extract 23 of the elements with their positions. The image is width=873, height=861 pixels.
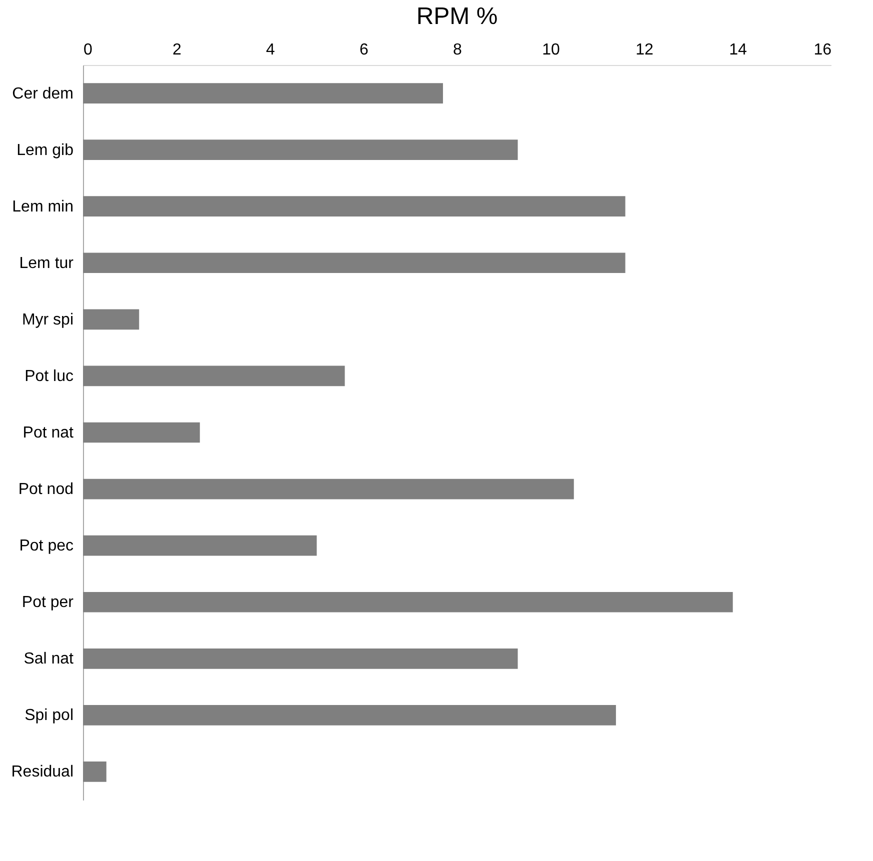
- x-tick-label: 6: [360, 42, 369, 58]
- y-tick-label: Lem gib: [16, 142, 74, 159]
- x-tick-label: 16: [814, 42, 832, 58]
- x-tick-label: 0: [84, 42, 92, 58]
- y-tick-label: Spi pol: [24, 707, 74, 724]
- chart-title: RPM %: [416, 3, 498, 30]
- y-tick-label: Pot nat: [22, 424, 74, 442]
- y-tick-label: Pot per: [22, 594, 74, 612]
- y-tick-label: Lem tur: [19, 254, 74, 272]
- y-tick-label: Lem min: [12, 198, 74, 216]
- y-tick-label: Pot pec: [19, 538, 74, 555]
- x-tick-label: 8: [453, 42, 462, 58]
- x-tick-label: 4: [266, 42, 276, 58]
- x-tick-label: 12: [636, 42, 654, 58]
- y-tick-label: Sal nat: [24, 650, 74, 668]
- y-tick-label: Residual: [11, 764, 74, 781]
- y-tick-label: Pot nod: [18, 481, 74, 498]
- x-tick-label: 14: [729, 42, 747, 58]
- y-tick-label: Pot luc: [24, 368, 74, 385]
- x-tick-label: 10: [542, 42, 560, 58]
- y-tick-label: Cer dem: [12, 85, 74, 102]
- x-tick-label: 2: [172, 42, 182, 58]
- y-tick-label: Myr spi: [22, 311, 74, 328]
